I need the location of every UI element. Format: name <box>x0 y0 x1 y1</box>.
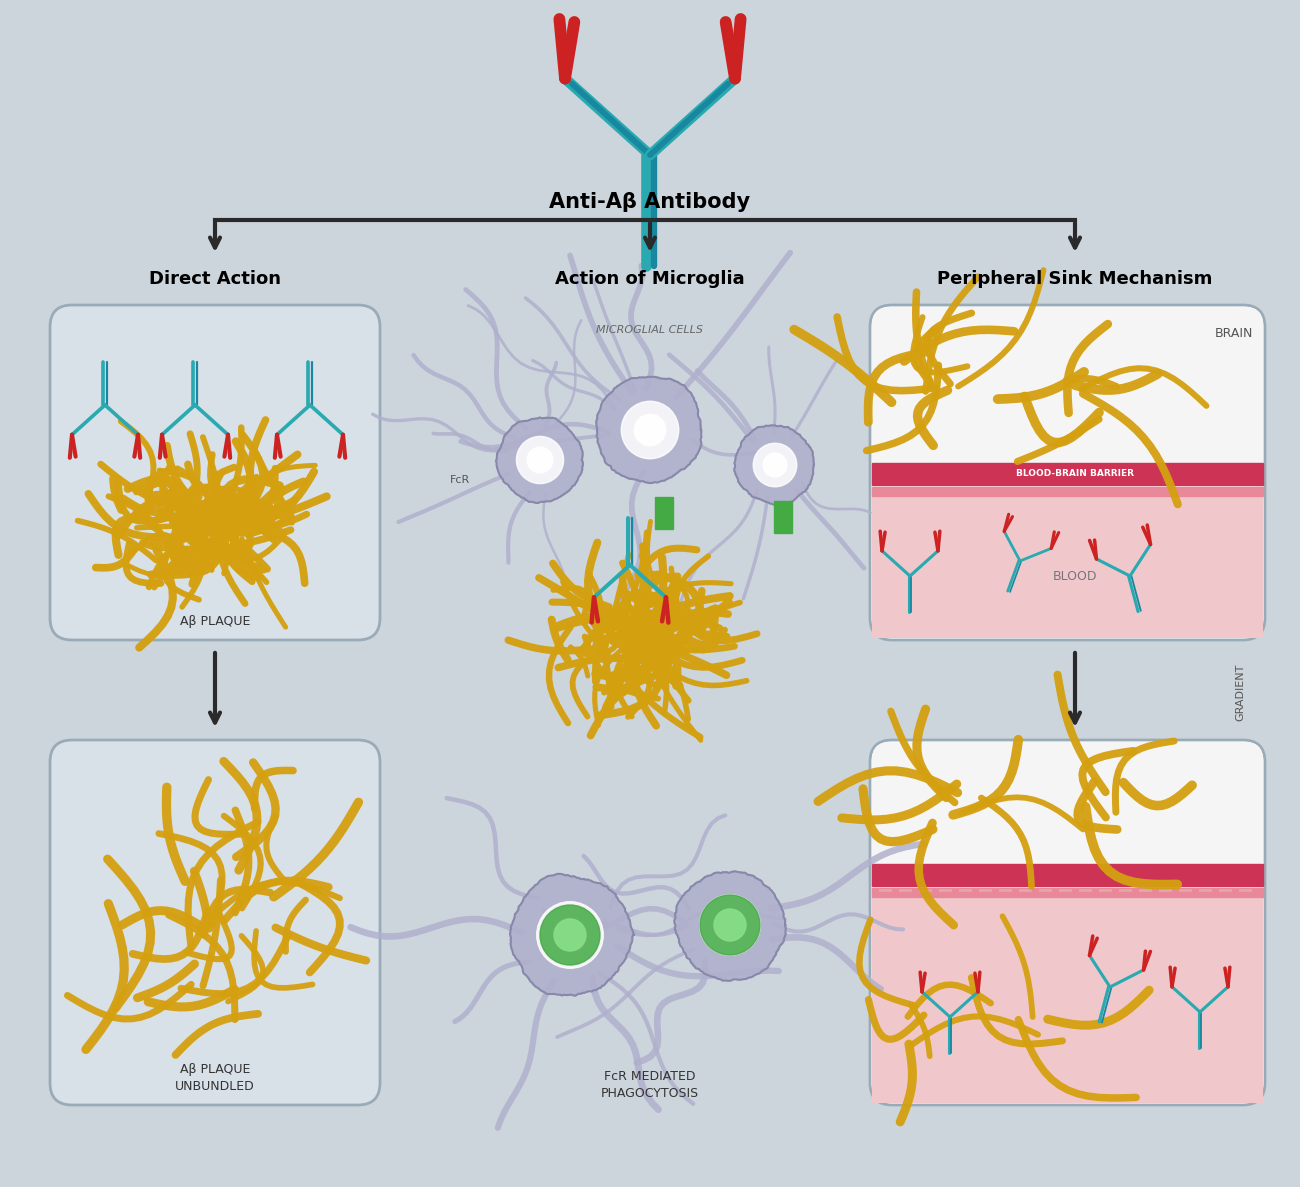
Bar <box>655 497 673 529</box>
Circle shape <box>526 447 552 472</box>
FancyBboxPatch shape <box>49 305 380 640</box>
Bar <box>872 487 1264 496</box>
Bar <box>872 463 1264 485</box>
Bar <box>872 864 1264 886</box>
Circle shape <box>537 902 603 969</box>
Text: FcR: FcR <box>450 475 471 485</box>
Text: Aβ PLAQUE: Aβ PLAQUE <box>179 615 250 628</box>
Circle shape <box>516 437 564 483</box>
Bar <box>872 897 1264 1103</box>
Circle shape <box>540 904 601 965</box>
Circle shape <box>554 919 586 951</box>
FancyBboxPatch shape <box>870 305 1265 640</box>
Polygon shape <box>510 874 634 996</box>
Bar <box>872 496 1264 637</box>
Circle shape <box>699 895 760 956</box>
Text: MICROGLIAL CELLS: MICROGLIAL CELLS <box>597 325 703 335</box>
Text: FcR MEDIATED
PHAGOCYTOSIS: FcR MEDIATED PHAGOCYTOSIS <box>601 1069 699 1100</box>
Polygon shape <box>597 376 702 483</box>
Text: Aβ PLAQUE
UNBUNDLED: Aβ PLAQUE UNBUNDLED <box>176 1064 255 1093</box>
Text: GRADIENT: GRADIENT <box>1235 664 1245 721</box>
Text: Direct Action: Direct Action <box>150 269 281 288</box>
Circle shape <box>634 414 666 445</box>
Circle shape <box>714 909 746 941</box>
Circle shape <box>699 895 760 956</box>
Circle shape <box>714 908 746 941</box>
Text: Action of Microglia: Action of Microglia <box>555 269 745 288</box>
Circle shape <box>621 401 679 458</box>
FancyBboxPatch shape <box>870 740 1265 1105</box>
Circle shape <box>763 453 786 477</box>
FancyBboxPatch shape <box>872 307 1264 485</box>
Polygon shape <box>497 418 582 503</box>
Text: BLOOD: BLOOD <box>1053 570 1097 583</box>
Text: Peripheral Sink Mechanism: Peripheral Sink Mechanism <box>937 269 1213 288</box>
Bar <box>774 501 792 533</box>
FancyBboxPatch shape <box>49 740 380 1105</box>
Text: BLOOD-BRAIN BARRIER: BLOOD-BRAIN BARRIER <box>1017 470 1134 478</box>
Polygon shape <box>675 871 786 980</box>
Bar <box>872 888 1264 897</box>
Polygon shape <box>734 425 814 504</box>
Circle shape <box>753 443 797 487</box>
Text: Anti-Aβ Antibody: Anti-Aβ Antibody <box>550 192 750 212</box>
Circle shape <box>552 916 588 953</box>
FancyBboxPatch shape <box>872 742 1264 886</box>
Text: BRAIN: BRAIN <box>1214 326 1253 339</box>
